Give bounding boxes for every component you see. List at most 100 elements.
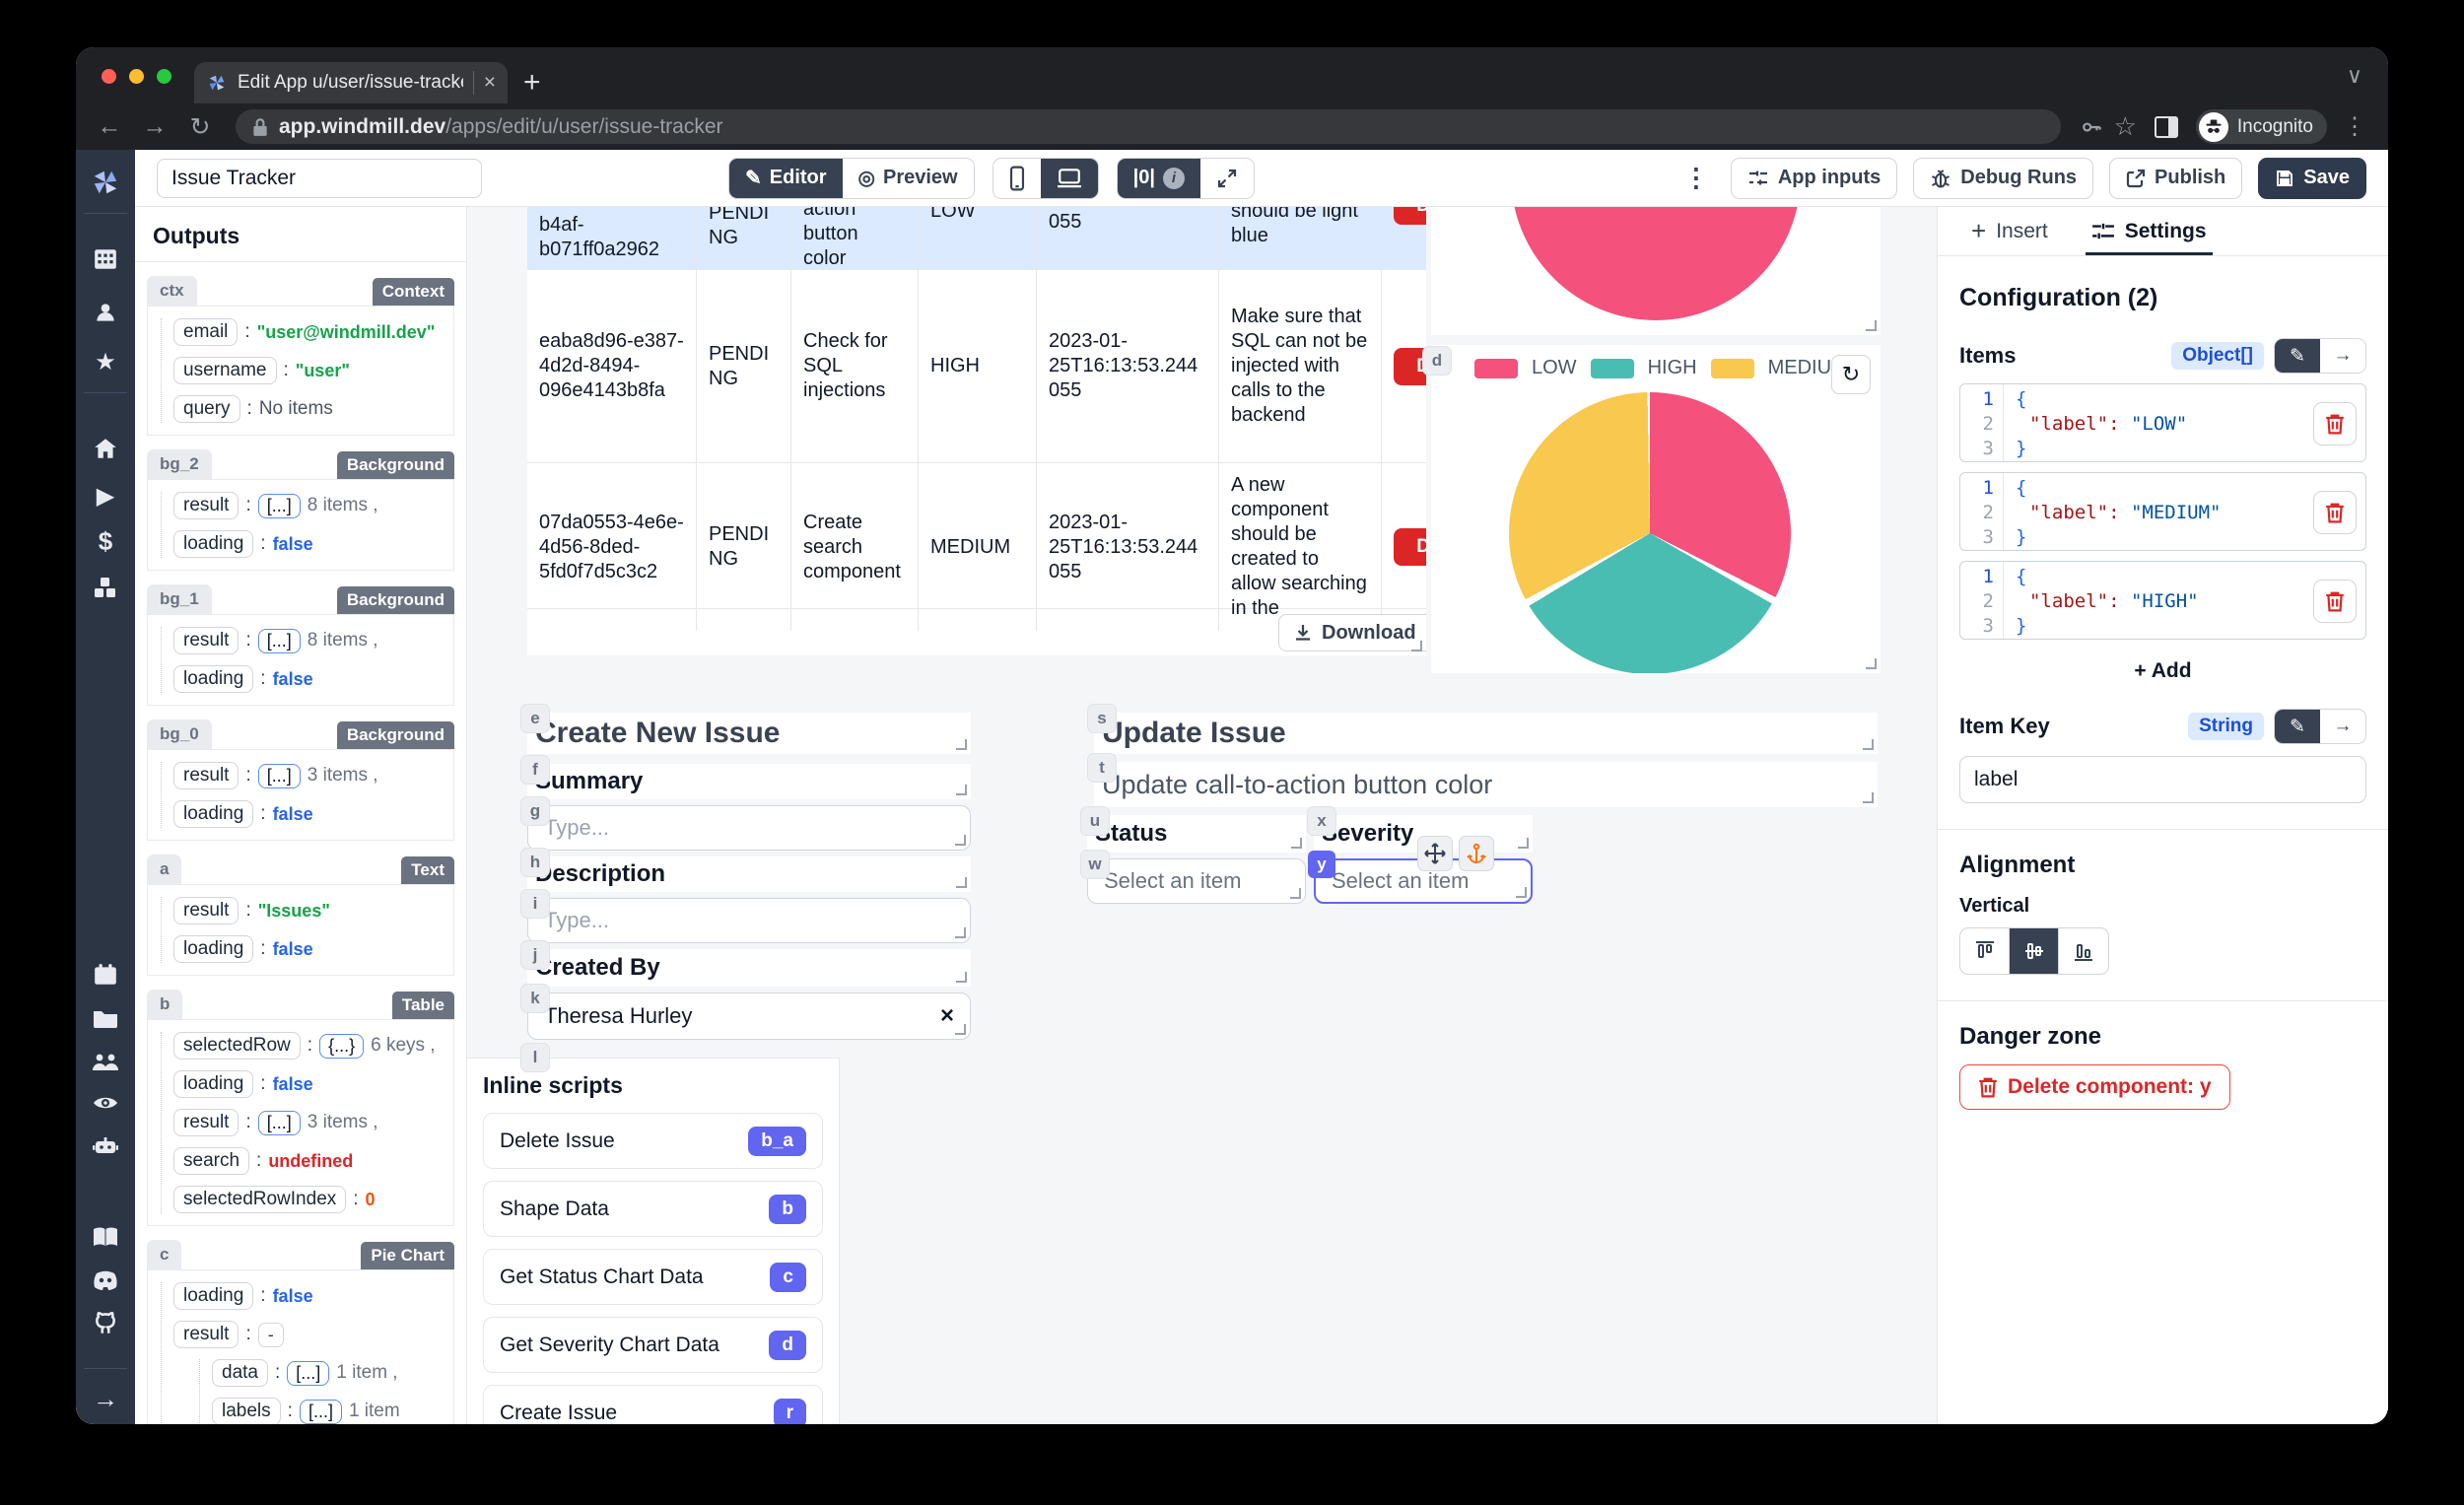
pie-chart-severity-component[interactable]: LOW HIGH MEDIUM ↻ [1431, 345, 1881, 673]
created-by-select[interactable]: Theresa Hurley × [527, 992, 971, 1040]
preview-tab[interactable]: ◎ Preview [842, 158, 974, 198]
component-id[interactable]: b [147, 990, 183, 1019]
workspace-icon[interactable] [91, 244, 120, 274]
script-item[interactable]: Get Status Chart Data c [483, 1249, 823, 1305]
anchor-icon[interactable] [1459, 836, 1494, 871]
table-row[interactable]: eaba8d96-e387-4d2d-8494-096e4143b8fa PEN… [527, 270, 1426, 463]
delete-component-button[interactable]: Delete component: y [1959, 1064, 2230, 1110]
pie-chart-status-component[interactable] [1431, 207, 1881, 335]
delete-row-button[interactable]: Del [1394, 347, 1426, 385]
move-handle-icon[interactable] [1417, 836, 1453, 871]
clear-icon[interactable]: × [939, 1002, 954, 1029]
key-icon[interactable] [2079, 114, 2104, 140]
delete-row-button[interactable]: Del [1394, 207, 1426, 225]
settings-tab[interactable]: Settings [2085, 207, 2213, 255]
component-tag-y-selected[interactable]: y [1308, 851, 1335, 878]
window-controls[interactable] [102, 69, 171, 84]
table-component[interactable]: b4af-b071ff0a2962 PENDING action button … [527, 207, 1426, 655]
component-tag-x[interactable]: x [1308, 807, 1335, 835]
component-tag-f[interactable]: f [521, 756, 549, 784]
folders-icon[interactable] [91, 1003, 120, 1033]
item-key-input[interactable] [1959, 756, 2366, 803]
forward-icon[interactable]: → [142, 112, 168, 140]
component-id[interactable]: ctx [147, 276, 197, 306]
back-icon[interactable]: ← [97, 112, 122, 140]
update-issue-subtitle[interactable]: Update call-to-action button color [1094, 762, 1878, 807]
download-button[interactable]: Download [1278, 614, 1426, 651]
description-label[interactable]: Description [527, 856, 971, 892]
component-id[interactable]: bg_0 [147, 719, 212, 749]
align-center-button[interactable] [2010, 928, 2059, 974]
component-tag-k[interactable]: k [521, 985, 549, 1012]
table-row[interactable]: b4af-b071ff0a2962 PENDING action button … [527, 207, 1426, 281]
component-id[interactable]: bg_2 [147, 449, 212, 479]
bookmark-star-icon[interactable]: ☆ [2113, 111, 2137, 141]
component-id[interactable]: bg_1 [147, 584, 212, 614]
debug-runs-button[interactable]: Debug Runs [1913, 157, 2094, 199]
collapse-pill[interactable]: - [257, 1322, 284, 1347]
delete-item-button[interactable] [2313, 580, 2357, 623]
script-item[interactable]: Shape Data b [483, 1181, 823, 1237]
discord-icon[interactable] [91, 1266, 120, 1295]
edit-pencil-icon[interactable]: ✎ [2275, 710, 2320, 743]
status-label[interactable]: Status [1087, 815, 1306, 853]
component-tag-s[interactable]: s [1088, 705, 1116, 732]
component-tag-w[interactable]: w [1081, 851, 1109, 878]
component-tag-t[interactable]: t [1088, 754, 1116, 782]
component-tag-h[interactable]: h [521, 849, 549, 876]
component-tag-g[interactable]: g [521, 797, 549, 825]
address-bar[interactable]: app.windmill.dev/apps/edit/u/user/issue-… [236, 109, 2061, 144]
github-icon[interactable] [91, 1309, 120, 1338]
user-icon[interactable] [91, 298, 120, 327]
delete-item-button[interactable] [2313, 402, 2357, 445]
component-tag-l[interactable]: l [521, 1044, 549, 1071]
editor-tab[interactable]: ✎ Editor [729, 158, 843, 198]
expand-arrow-icon[interactable]: → [2320, 710, 2365, 743]
browser-menu-icon[interactable]: ⋮ [2343, 113, 2366, 140]
side-panel-icon[interactable] [2154, 115, 2178, 138]
script-item[interactable]: Delete Issue b_a [483, 1113, 823, 1169]
delete-item-button[interactable] [2313, 491, 2357, 534]
docs-book-icon[interactable] [91, 1222, 120, 1252]
save-button[interactable]: Save [2258, 157, 2366, 199]
update-issue-heading[interactable]: Update Issue [1094, 713, 1878, 754]
delete-row-button[interactable]: Del [1394, 528, 1426, 566]
expand-array-pill[interactable]: [...] [299, 1399, 342, 1424]
component-tag-j[interactable]: j [521, 941, 549, 969]
script-item[interactable]: Create Issue r [483, 1385, 823, 1424]
browser-tab[interactable]: Edit App u/user/issue-tracker × [194, 62, 508, 103]
component-tag-d[interactable]: d [1423, 347, 1451, 375]
expand-array-pill[interactable]: [...] [257, 628, 301, 653]
insert-tab[interactable]: + Insert [1971, 216, 2048, 245]
component-id[interactable]: a [147, 855, 182, 884]
script-item[interactable]: Get Severity Chart Data d [483, 1317, 823, 1373]
component-tag-e[interactable]: e [521, 705, 549, 732]
favorites-star-icon[interactable]: ★ [95, 348, 116, 376]
app-title-input[interactable] [157, 158, 482, 198]
audit-eye-icon[interactable] [91, 1088, 120, 1118]
expand-array-pill[interactable]: [...] [257, 1110, 301, 1135]
close-window-button[interactable] [102, 69, 116, 84]
more-menu-icon[interactable]: ⋮ [1682, 163, 1709, 192]
severity-select-selected[interactable]: Select an item [1314, 858, 1533, 904]
component-tag-u[interactable]: u [1081, 807, 1109, 835]
status-select[interactable]: Select an item [1087, 858, 1306, 904]
summary-input[interactable]: Type... [527, 805, 971, 851]
zoom-window-button[interactable] [157, 69, 171, 84]
resources-cubes-icon[interactable] [91, 574, 120, 603]
tab-search-chevron-icon[interactable]: ∨ [2346, 63, 2362, 88]
minimize-window-button[interactable] [129, 69, 144, 84]
collapse-rail-arrow-icon[interactable]: → [93, 1383, 118, 1413]
align-bottom-button[interactable] [2059, 928, 2108, 974]
windmill-logo-icon[interactable] [91, 168, 120, 197]
component-id[interactable]: c [147, 1240, 182, 1269]
table-row[interactable]: 07da0553-4e6e-4d56-8ded-5fd0f7d5c3c2 PEN… [527, 463, 1426, 631]
summary-label[interactable]: Summary [527, 764, 971, 799]
tab-close-icon[interactable]: × [472, 71, 496, 95]
code-outline-button[interactable]: |0| i [1117, 158, 1200, 198]
description-input[interactable]: Type... [527, 898, 971, 943]
fullscreen-icon[interactable] [1199, 158, 1254, 198]
desktop-view-button[interactable] [1040, 158, 1098, 198]
